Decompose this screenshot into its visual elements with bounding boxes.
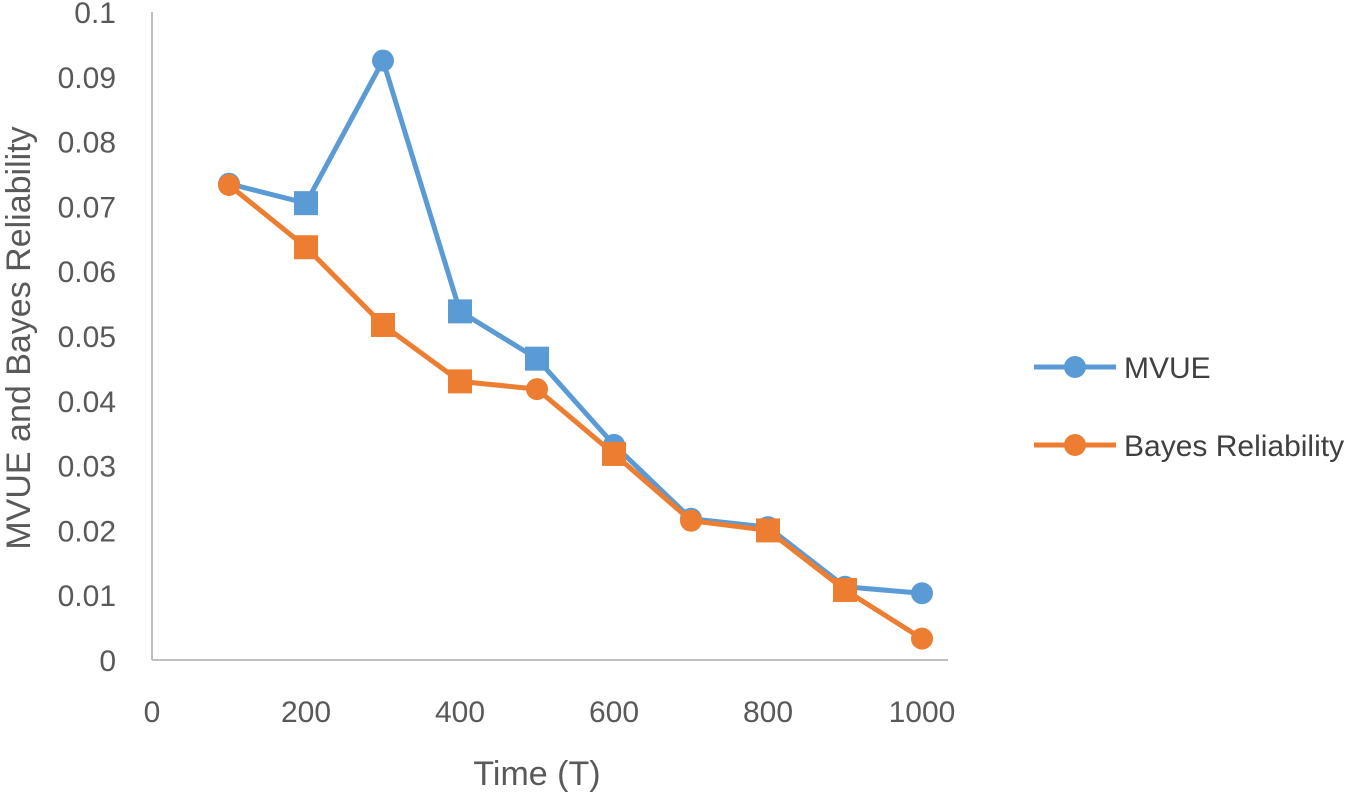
y-tick-label: 0.07 bbox=[58, 191, 116, 224]
data-point-mvue bbox=[525, 346, 549, 371]
data-point-mvue bbox=[911, 582, 933, 605]
data-point-mvue bbox=[372, 49, 394, 72]
axes bbox=[151, 12, 948, 661]
x-tick-labels: 0 200 400 600 800 1000 bbox=[144, 696, 956, 729]
legend: MVUE Bayes Reliability bbox=[1034, 352, 1344, 463]
y-tick-label: 0.04 bbox=[58, 386, 116, 419]
y-axis-title: MVUE and Bayes Reliability bbox=[0, 126, 38, 549]
y-tick-label: 0.09 bbox=[58, 62, 116, 95]
x-tick-label: 600 bbox=[589, 696, 639, 729]
data-point-mvue bbox=[448, 299, 472, 324]
y-tick-label: 0.1 bbox=[74, 0, 116, 30]
data-point-bayes-reliability bbox=[911, 627, 933, 650]
series-layer bbox=[218, 49, 933, 650]
x-tick-label: 1000 bbox=[889, 696, 956, 729]
x-axis-title: Time (T) bbox=[473, 755, 600, 793]
data-point-bayes-reliability bbox=[371, 312, 395, 337]
data-point-bayes-reliability bbox=[448, 369, 472, 394]
y-tick-label: 0 bbox=[99, 645, 116, 678]
data-point-mvue bbox=[294, 191, 318, 216]
series-line-mvue bbox=[228, 58, 923, 596]
y-tick-label: 0.08 bbox=[58, 127, 116, 160]
legend-marker-mvue bbox=[1064, 356, 1086, 378]
x-tick-label: 0 bbox=[144, 696, 161, 729]
data-point-bayes-reliability bbox=[526, 378, 548, 401]
y-tick-label: 0.06 bbox=[58, 256, 116, 289]
y-tick-label: 0.02 bbox=[58, 515, 116, 548]
series-bayes-reliability bbox=[218, 174, 933, 650]
legend-label-bayes-reliability: Bayes Reliability bbox=[1124, 430, 1344, 463]
series-line-bayes-reliability bbox=[227, 183, 924, 641]
data-point-bayes-reliability bbox=[218, 174, 240, 197]
legend-item-mvue: MVUE bbox=[1034, 352, 1211, 385]
x-tick-label: 200 bbox=[281, 696, 331, 729]
legend-label-mvue: MVUE bbox=[1124, 352, 1211, 385]
y-tick-label: 0.01 bbox=[58, 580, 116, 613]
data-point-bayes-reliability bbox=[602, 441, 626, 466]
data-point-bayes-reliability bbox=[680, 509, 702, 532]
data-point-bayes-reliability bbox=[756, 518, 780, 543]
x-tick-label: 800 bbox=[743, 696, 793, 729]
series-mvue bbox=[218, 49, 933, 605]
y-tick-labels: 0 0.01 0.02 0.03 0.04 0.05 0.06 0.07 0.08 0.09 0.1 bbox=[58, 0, 116, 678]
data-point-bayes-reliability bbox=[833, 578, 857, 603]
data-point-bayes-reliability bbox=[294, 235, 318, 260]
y-tick-label: 0.03 bbox=[58, 451, 116, 484]
x-tick-label: 400 bbox=[435, 696, 485, 729]
y-tick-label: 0.05 bbox=[58, 321, 116, 354]
legend-marker-bayes-reliability bbox=[1064, 434, 1086, 456]
legend-item-bayes-reliability: Bayes Reliability bbox=[1034, 430, 1344, 463]
